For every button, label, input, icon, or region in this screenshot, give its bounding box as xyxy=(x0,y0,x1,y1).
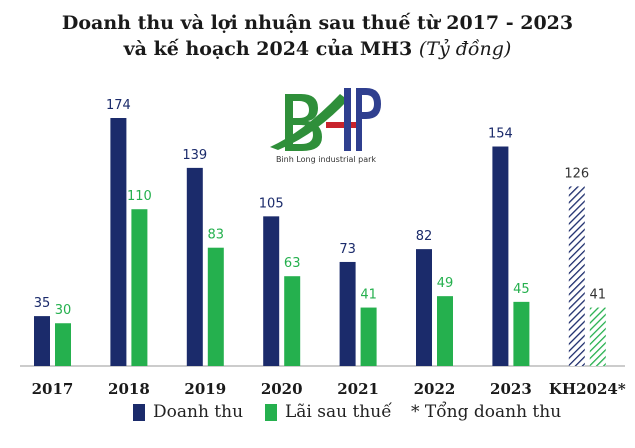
x-tick-label-kh2024: KH2024* xyxy=(549,380,626,398)
x-tick-label-2017: 2017 xyxy=(32,380,74,398)
value-label-revenue-kh2024: 126 xyxy=(564,166,589,181)
chart-title-line2: và kế hoạch 2024 của MH3 (Tỷ đồng) xyxy=(0,36,635,62)
x-tick-label-2021: 2021 xyxy=(337,380,379,398)
x-tick-label-2023: 2023 xyxy=(490,380,532,398)
logo-letter-i xyxy=(344,88,351,151)
x-tick-label-2020: 2020 xyxy=(261,380,303,398)
value-label-revenue-2021: 73 xyxy=(339,242,356,257)
chart-title-line1: Doanh thu và lợi nhuận sau thuế từ 2017 … xyxy=(61,12,574,34)
legend-item-note: * Tổng doanh thu xyxy=(411,402,561,422)
value-label-profit-2023: 45 xyxy=(513,282,530,297)
legend-item-revenue: Doanh thu xyxy=(133,402,243,422)
logo-letter-b xyxy=(285,94,322,151)
chart-title-unit: (Tỷ đồng) xyxy=(418,38,512,60)
value-label-revenue-2020: 105 xyxy=(259,196,284,211)
bar-profit-2021 xyxy=(360,307,377,366)
chart-title-main: và kế hoạch 2024 của MH3 xyxy=(123,38,413,60)
legend-item-profit: Lãi sau thuế xyxy=(265,402,392,422)
x-tick-label-2019: 2019 xyxy=(184,380,226,398)
bar-profit-2017 xyxy=(55,323,71,366)
labels-group: 35 30 2017 174 110 2018 139 83 2019 105 63 2020 73 41… xyxy=(32,98,626,398)
value-label-revenue-2018: 174 xyxy=(106,98,131,113)
bar-revenue-2018 xyxy=(110,118,127,366)
value-label-revenue-2017: 35 xyxy=(34,296,51,311)
value-label-revenue-2019: 139 xyxy=(182,148,207,163)
value-label-profit-2022: 49 xyxy=(437,276,454,291)
bar-revenue-2019 xyxy=(186,167,203,366)
value-label-profit-2017: 30 xyxy=(55,303,72,318)
bar-revenue-2022 xyxy=(416,249,432,366)
bar-profit-kh2024 xyxy=(589,307,606,366)
bar-revenue-2021 xyxy=(339,261,356,366)
value-label-profit-2018: 110 xyxy=(127,189,152,204)
bar-profit-2023 xyxy=(513,301,530,366)
legend-note: * Tổng doanh thu xyxy=(411,402,562,422)
bar-profit-2022 xyxy=(437,296,453,366)
value-label-profit-2019: 83 xyxy=(208,228,225,243)
bar-revenue-2020 xyxy=(263,216,280,366)
bar-profit-2020 xyxy=(284,276,301,366)
legend-label-revenue: Doanh thu xyxy=(153,402,244,422)
logo-letter-p xyxy=(356,88,381,151)
bar-profit-2018 xyxy=(131,209,148,366)
x-tick-label-2022: 2022 xyxy=(414,380,456,398)
logo-swoosh xyxy=(270,94,348,150)
legend-swatch-revenue xyxy=(133,403,145,421)
value-label-profit-kh2024: 41 xyxy=(590,288,607,303)
value-label-revenue-2023: 154 xyxy=(488,127,513,142)
value-label-revenue-2022: 82 xyxy=(416,229,433,244)
bar-revenue-2017 xyxy=(34,316,50,366)
logo-caption: Binh Long industrial park xyxy=(276,155,376,164)
bars-group xyxy=(34,118,606,366)
legend-swatch-profit xyxy=(265,403,277,421)
legend: Doanh thu Lãi sau thuế * Tổng doanh thu xyxy=(0,402,635,428)
value-label-profit-2021: 41 xyxy=(360,288,377,303)
x-tick-label-2018: 2018 xyxy=(108,380,150,398)
value-label-profit-2020: 63 xyxy=(284,256,301,271)
bar-revenue-2023 xyxy=(492,146,509,366)
logo-red-bar xyxy=(326,122,357,128)
legend-label-profit: Lãi sau thuế xyxy=(285,402,392,422)
blip-logo: Binh Long industrial park xyxy=(270,88,381,164)
bar-revenue-kh2024 xyxy=(568,186,585,366)
bar-profit-2019 xyxy=(207,247,224,366)
